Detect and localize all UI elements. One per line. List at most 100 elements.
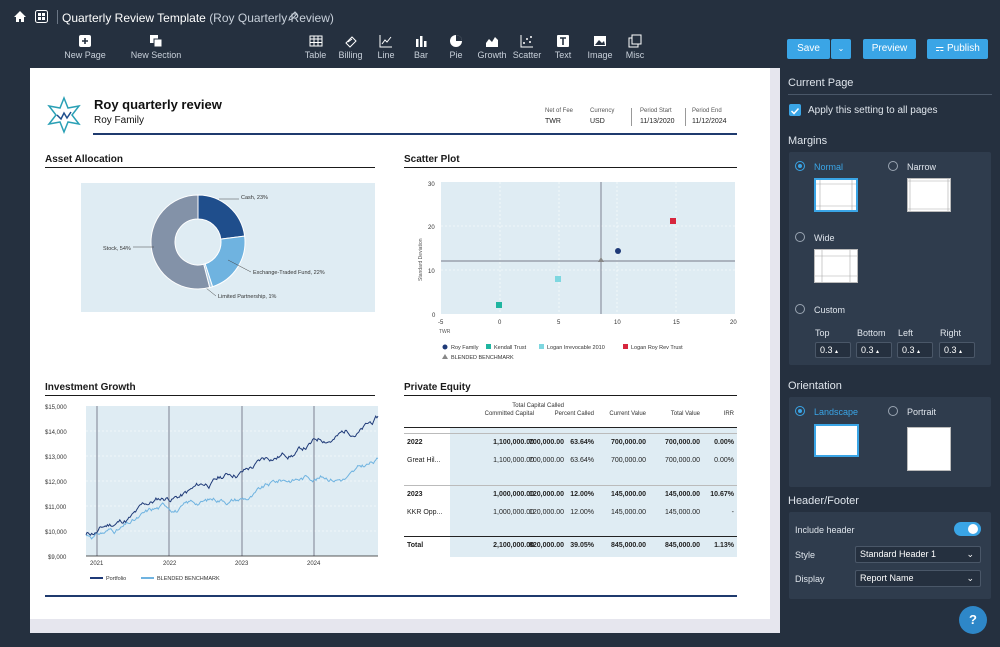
tool-label: Billing	[338, 50, 363, 60]
new-section-button[interactable]: New Section	[126, 34, 186, 60]
margin-top-stepper[interactable]: 0.3 ▴	[815, 342, 851, 358]
save-dropdown-button[interactable]: ⌄	[831, 39, 851, 59]
table-cell: 145,000.00	[664, 509, 700, 516]
legend-label: Logan Irrevocable 2010	[547, 345, 605, 351]
margin-right-stepper[interactable]: 0.3 ▴	[939, 342, 975, 358]
report-title: Roy quarterly review	[94, 97, 222, 112]
margin-bottom-stepper[interactable]: 0.3 ▴	[856, 342, 892, 358]
row-name: KKR Opp...	[407, 509, 443, 516]
table-cell: 12.00%	[570, 491, 594, 498]
margin-normal-thumb[interactable]	[814, 178, 858, 212]
margin-guides	[908, 179, 950, 211]
legend-label: Roy Family	[451, 345, 479, 351]
table-cell: 120,000.00	[528, 491, 564, 498]
row-name: Great Hil...	[407, 457, 441, 464]
display-select[interactable]: Report Name ⌄	[855, 570, 981, 587]
table-cell: 63.64%	[570, 439, 594, 446]
y-tick: $13,000	[45, 455, 67, 461]
bar-tool[interactable]: Bar	[410, 34, 432, 60]
margin-guides	[816, 180, 856, 210]
margin-wide-label: Wide	[814, 233, 835, 243]
column-header: Current Value	[609, 411, 646, 417]
line-tool[interactable]: Line	[374, 34, 398, 60]
billing-tool[interactable]: Billing	[336, 34, 365, 60]
divider	[631, 108, 632, 126]
table-tool[interactable]: Table	[302, 34, 329, 60]
row-name: 2022	[407, 439, 423, 446]
table-cell: 700,000.00	[610, 439, 646, 446]
chevron-down-icon: ⌄	[966, 573, 974, 583]
currency-label: Currency	[590, 108, 615, 114]
column-header: Percent Called	[554, 411, 594, 417]
row-separator	[404, 485, 737, 486]
landscape-thumb[interactable]	[814, 424, 859, 457]
margin-left-stepper[interactable]: 0.3 ▴	[897, 342, 933, 358]
section-rule	[404, 395, 737, 396]
landscape-radio[interactable]	[795, 406, 805, 416]
style-select[interactable]: Standard Header 1 ⌄	[855, 546, 981, 563]
table-cell: 120,000.00	[528, 509, 564, 516]
tool-label: Image	[587, 50, 613, 60]
growth-tool[interactable]: Growth	[476, 34, 508, 60]
preview-button[interactable]: Preview	[863, 39, 916, 59]
style-value: Standard Header 1	[860, 549, 937, 559]
misc-tool[interactable]: Misc	[623, 34, 647, 60]
margin-wide-radio[interactable]	[795, 232, 805, 242]
y-axis-label: Standard Deviation	[418, 238, 424, 281]
top-label: Top	[815, 328, 830, 338]
table-header: Committed Capital Total Capital Called Per…	[404, 400, 737, 428]
margin-narrow-thumb[interactable]	[907, 178, 951, 212]
point-blended-benchmark	[598, 257, 604, 262]
pie-tool[interactable]: Pie	[445, 34, 467, 60]
include-header-toggle[interactable]	[954, 522, 981, 536]
portrait-radio[interactable]	[888, 406, 898, 416]
table-cell: -	[731, 509, 734, 516]
text-icon	[557, 35, 569, 47]
table-cell: 845,000.00	[610, 542, 646, 549]
apply-all-checkbox[interactable]	[789, 104, 801, 116]
edit-pencil-icon[interactable]	[288, 11, 298, 21]
new-page-button[interactable]: New Page	[59, 34, 111, 60]
left-label: Left	[898, 328, 914, 338]
tool-label: Text	[554, 50, 572, 60]
portrait-thumb[interactable]	[907, 427, 951, 471]
investment-growth-title: Investment Growth	[45, 382, 136, 393]
margin-left-value: 0.3	[902, 345, 915, 355]
tool-label: Growth	[477, 50, 507, 60]
text-tool[interactable]: Text	[552, 34, 574, 60]
image-icon	[594, 36, 606, 46]
net-of-fee-value: TWR	[545, 118, 561, 125]
pie-label: Stock, 54%	[103, 246, 131, 252]
help-button[interactable]: ?	[959, 606, 987, 634]
divider	[788, 94, 992, 95]
net-of-fee-label: Net of Fee	[545, 108, 574, 114]
save-button[interactable]: Save	[787, 39, 830, 59]
toggle-knob	[968, 524, 978, 534]
image-tool[interactable]: Image	[586, 34, 614, 60]
section-rule	[45, 167, 375, 168]
table-cell: 0.00%	[714, 457, 734, 464]
y-tick: $14,000	[45, 430, 67, 436]
publish-button[interactable]: ⚎ Publish	[927, 39, 988, 59]
home-icon[interactable]	[13, 10, 27, 23]
legend-marker	[623, 344, 628, 349]
margin-wide-thumb[interactable]	[814, 249, 858, 283]
legend-marker	[442, 354, 448, 359]
growth-icon	[486, 37, 498, 47]
new-page-label: New Page	[64, 50, 106, 60]
header-footer-panel: Include header Style Standard Header 1 ⌄ …	[789, 512, 991, 599]
stepper-icon: ▴	[959, 349, 963, 355]
margin-custom-radio[interactable]	[795, 304, 805, 314]
table-cell: 820,000.00	[528, 542, 564, 549]
table-cell: 700,000.00	[528, 457, 564, 464]
table-row: Great Hil... 1,100,000.00 700,000.00 63.64%…	[404, 457, 737, 469]
stepper-icon: ▴	[835, 349, 839, 355]
margin-normal-radio[interactable]	[795, 161, 805, 171]
x-axis-label: TWR	[439, 329, 451, 335]
margin-narrow-radio[interactable]	[888, 161, 898, 171]
scatter-tool[interactable]: Scatter	[512, 34, 542, 60]
include-header-label: Include header	[795, 525, 855, 535]
grid-menu-icon[interactable]	[35, 10, 48, 23]
margin-right-value: 0.3	[944, 345, 957, 355]
publish-icon: ⚎	[935, 43, 945, 54]
